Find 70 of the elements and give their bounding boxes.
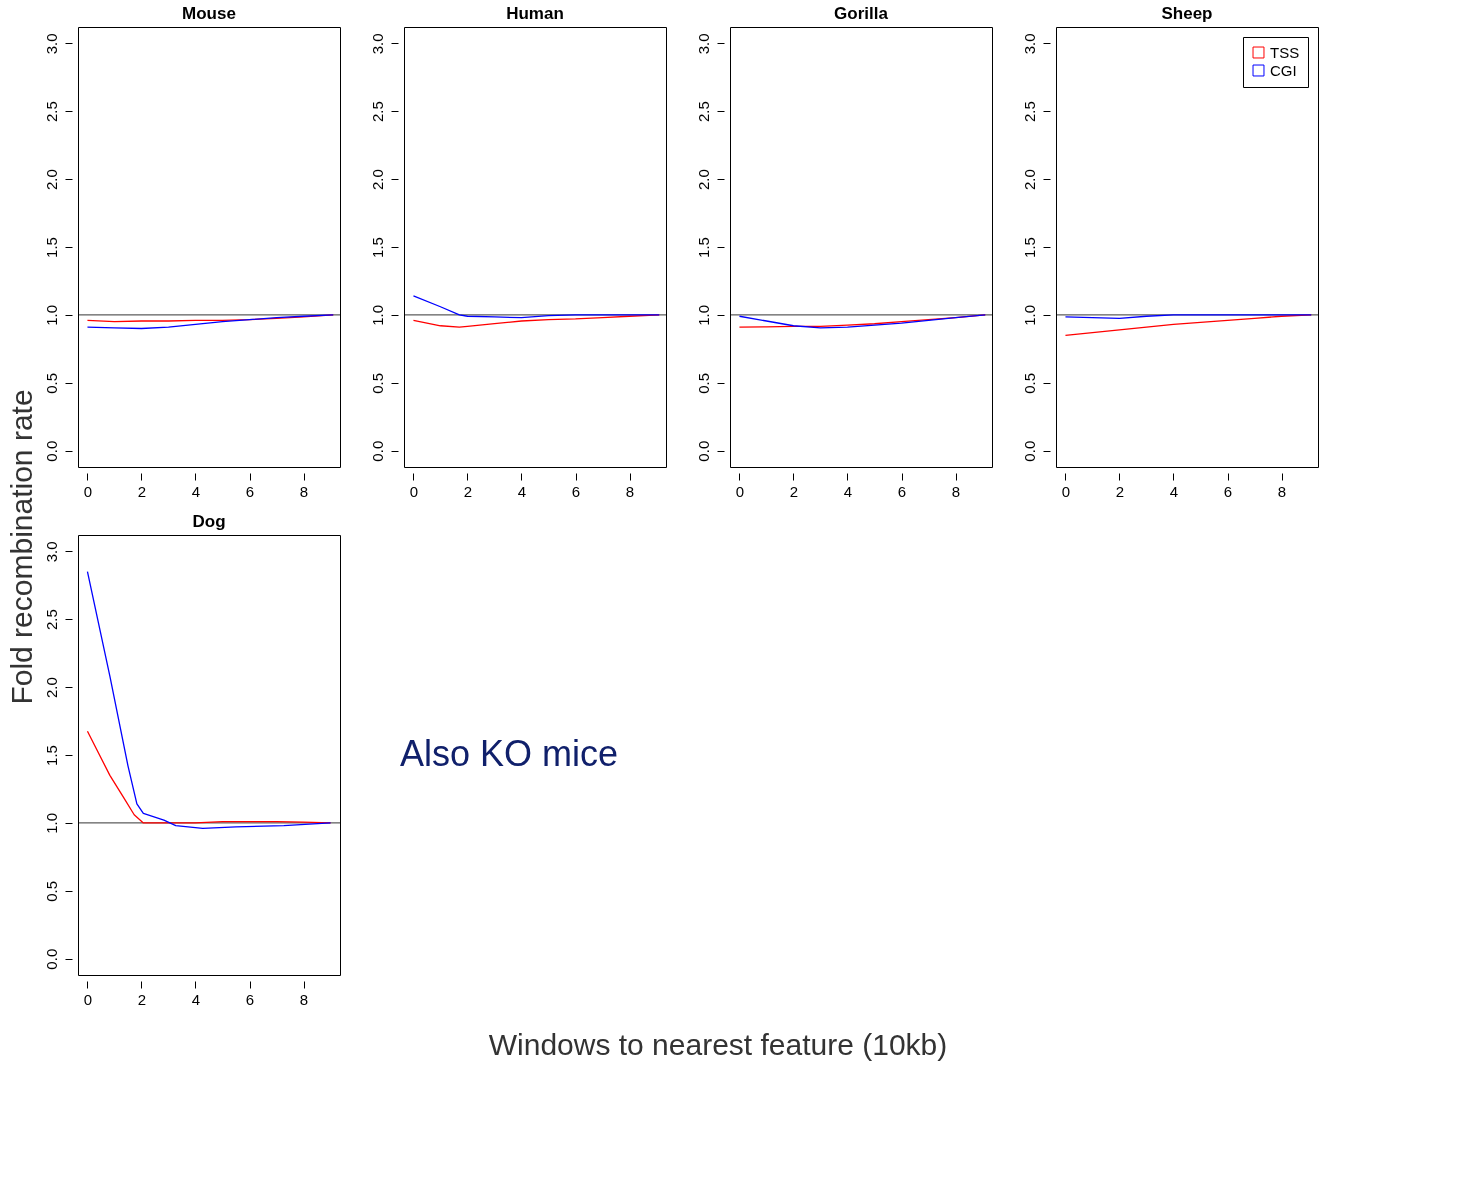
x-tick-label: 0 xyxy=(1061,482,1071,500)
x-tick-label: 6 xyxy=(245,482,255,500)
text: Also KO mice xyxy=(400,733,619,774)
y-tick-label: 1.5 xyxy=(694,237,712,258)
y-tick-label: 0.0 xyxy=(368,440,386,462)
y-tick-label: 1.5 xyxy=(1020,237,1038,258)
y-tick-label: 0.0 xyxy=(42,948,60,970)
x-tick-label: 4 xyxy=(191,990,201,1008)
y-tick-label: 2.5 xyxy=(42,101,60,123)
y-tick-label: 1.0 xyxy=(42,812,60,834)
chart-title: Human xyxy=(506,4,564,23)
legend-label: TSS xyxy=(1270,43,1300,61)
y-tick-label: 0.5 xyxy=(1020,372,1038,394)
x-tick-label: 4 xyxy=(1169,482,1179,500)
y-tick-label: 3.0 xyxy=(694,33,712,55)
chart-title: Mouse xyxy=(182,4,236,23)
y-tick-label: 2.0 xyxy=(42,169,60,191)
x-tick-label: 4 xyxy=(191,482,201,500)
y-tick-label: 0.0 xyxy=(1020,440,1038,462)
x-tick-label: 2 xyxy=(789,482,799,500)
x-tick-label: 6 xyxy=(1223,482,1233,500)
y-tick-label: 2.0 xyxy=(1020,169,1038,191)
x-tick-label: 0 xyxy=(83,990,93,1008)
x-tick-label: 0 xyxy=(409,482,419,500)
y-tick-label: 0.0 xyxy=(42,440,60,462)
y-tick-label: 3.0 xyxy=(368,33,386,55)
chart-title: Gorilla xyxy=(834,4,889,23)
y-tick-label: 1.0 xyxy=(42,304,60,326)
y-tick-label: 2.5 xyxy=(1020,101,1038,123)
x-tick-label: 8 xyxy=(299,990,309,1008)
x-tick-label: 8 xyxy=(625,482,635,500)
x-tick-label: 6 xyxy=(245,990,255,1008)
x-tick-label: 6 xyxy=(571,482,581,500)
y-tick-label: 2.5 xyxy=(368,101,386,123)
x-tick-label: 0 xyxy=(735,482,745,500)
x-tick-label: 2 xyxy=(1115,482,1125,500)
x-tick-label: 6 xyxy=(897,482,907,500)
y-tick-label: 0.0 xyxy=(694,440,712,462)
x-tick-label: 8 xyxy=(951,482,961,500)
y-tick-label: 1.5 xyxy=(42,237,60,258)
y-tick-label: 1.5 xyxy=(42,745,60,766)
text: Windows to nearest feature (10kb) xyxy=(488,1028,948,1061)
y-tick-label: 2.5 xyxy=(694,101,712,123)
y-tick-label: 2.5 xyxy=(42,609,60,631)
y-tick-label: 2.0 xyxy=(368,169,386,191)
y-tick-label: 1.0 xyxy=(694,304,712,326)
y-tick-label: 0.5 xyxy=(368,372,386,394)
x-tick-label: 2 xyxy=(463,482,473,500)
x-tick-label: 8 xyxy=(299,482,309,500)
chart-title: Sheep xyxy=(1161,4,1213,23)
y-tick-label: 3.0 xyxy=(42,541,60,563)
y-tick-label: 1.5 xyxy=(368,237,386,258)
x-tick-label: 2 xyxy=(137,990,147,1008)
y-tick-label: 1.0 xyxy=(1020,304,1038,326)
x-tick-label: 0 xyxy=(83,482,93,500)
x-tick-label: 4 xyxy=(843,482,853,500)
y-tick-label: 0.5 xyxy=(42,880,60,902)
text: Fold recombination rate xyxy=(5,389,38,705)
legend-label: CGI xyxy=(1270,61,1297,79)
x-tick-label: 4 xyxy=(517,482,527,500)
y-tick-label: 1.0 xyxy=(368,304,386,326)
y-tick-label: 2.0 xyxy=(42,677,60,699)
y-tick-label: 2.0 xyxy=(694,169,712,191)
y-tick-label: 0.5 xyxy=(694,372,712,394)
x-tick-label: 2 xyxy=(137,482,147,500)
y-tick-label: 0.5 xyxy=(42,372,60,394)
y-tick-label: 3.0 xyxy=(1020,33,1038,55)
x-tick-label: 8 xyxy=(1277,482,1287,500)
chart-title: Dog xyxy=(192,512,226,531)
y-tick-label: 3.0 xyxy=(42,33,60,55)
